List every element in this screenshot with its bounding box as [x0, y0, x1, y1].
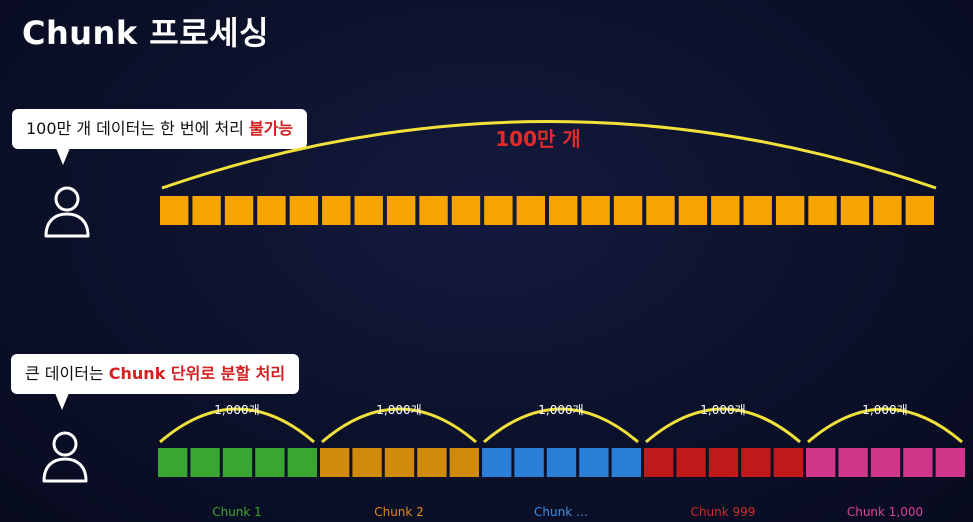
bubble-bottom-text: 큰 데이터는	[25, 364, 109, 383]
data-block	[775, 196, 805, 225]
data-block	[419, 196, 448, 225]
chunk-block	[870, 448, 901, 477]
chunk-block	[676, 448, 706, 477]
data-block	[322, 196, 351, 225]
chunk-arc	[321, 407, 477, 444]
chunk-name-label: Chunk 2	[374, 505, 424, 519]
data-block	[873, 196, 902, 225]
chunk-count-label: 1,000개	[862, 403, 907, 417]
speech-bubble-bottom: 큰 데이터는 Chunk 단위로 분할 처리	[11, 354, 300, 410]
bubble-bottom-highlight: Chunk 단위로 분할 처리	[108, 364, 286, 383]
data-block	[192, 196, 221, 225]
chunk-block	[708, 448, 739, 477]
chunk-block	[935, 448, 965, 477]
chunk-block	[514, 448, 544, 477]
top-total-label: 100만 개	[495, 127, 581, 151]
data-block	[678, 196, 708, 225]
data-block	[160, 196, 189, 225]
chunk-block	[222, 448, 253, 477]
chunk-name-label: Chunk 1,000	[847, 505, 923, 519]
chunk-block	[482, 448, 512, 477]
chunk-block	[741, 448, 771, 477]
data-block	[257, 196, 286, 225]
chunk-arc	[483, 407, 639, 444]
chunk-name-label: Chunk …	[534, 505, 588, 519]
data-block	[646, 196, 675, 225]
chunk-count-label: 1,000개	[538, 403, 583, 417]
data-block	[549, 196, 578, 225]
chunk-block	[546, 448, 577, 477]
data-block	[840, 196, 870, 225]
chunk-block	[903, 448, 933, 477]
data-block	[451, 196, 481, 225]
chunk-block	[806, 448, 836, 477]
person-outline-icon	[42, 431, 88, 483]
chunk-block	[644, 448, 674, 477]
data-block	[354, 196, 383, 225]
chunk-count-label: 1,000개	[376, 403, 421, 417]
data-block	[711, 196, 740, 225]
chunk-count-label: 1,000개	[700, 403, 745, 417]
chunk-block	[320, 448, 350, 477]
chunk-block	[449, 448, 479, 477]
chunk-count-label: 1,000개	[214, 403, 259, 417]
chunk-block	[417, 448, 447, 477]
chunk-block	[838, 448, 868, 477]
chunk-arc	[159, 407, 315, 444]
data-block	[289, 196, 319, 225]
page-title: Chunk 프로세싱	[22, 14, 270, 52]
data-block	[484, 196, 513, 225]
chunk-name-label: Chunk 999	[691, 505, 756, 519]
chunk-block	[384, 448, 415, 477]
data-block	[743, 196, 772, 225]
person-outline-icon	[44, 186, 90, 238]
chunk-block	[287, 448, 317, 477]
data-block	[905, 196, 934, 225]
chunk-block	[579, 448, 609, 477]
bubble-top-text: 100만 개 데이터는 한 번에 처리	[26, 119, 249, 138]
data-block	[581, 196, 610, 225]
chunk-block	[352, 448, 382, 477]
chunk-block	[158, 448, 188, 477]
chunk-block	[190, 448, 220, 477]
chunk-arc	[645, 407, 801, 444]
chunk-block	[611, 448, 641, 477]
chunk-block	[773, 448, 803, 477]
data-block	[808, 196, 837, 225]
data-block	[613, 196, 643, 225]
chunk-name-label: Chunk 1	[212, 505, 262, 519]
chunk-block	[255, 448, 285, 477]
top-arc	[161, 120, 937, 190]
data-block	[516, 196, 545, 225]
speech-bubble-top: 100만 개 데이터는 한 번에 처리 불가능	[12, 109, 308, 165]
data-block	[386, 196, 416, 225]
bubble-top-highlight: 불가능	[248, 119, 294, 138]
chunk-arc	[807, 407, 963, 444]
data-block	[224, 196, 254, 225]
